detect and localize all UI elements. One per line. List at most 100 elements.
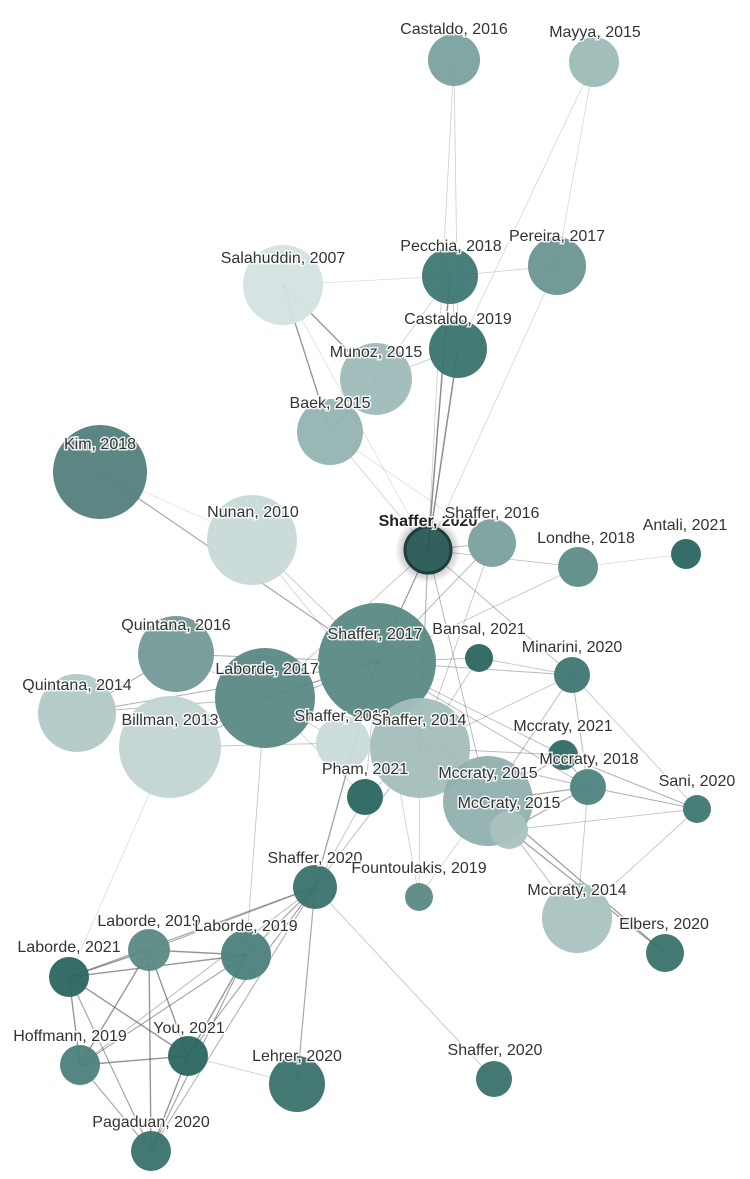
edge-minarini-2020-sani-2020 bbox=[571, 674, 698, 810]
node-label-munoz-2015: Munoz, 2015 bbox=[330, 344, 423, 361]
node-label-mccraty-2014: Mccraty, 2014 bbox=[527, 882, 626, 899]
node-londhe-2018[interactable] bbox=[558, 547, 598, 587]
node-bansal-2021[interactable] bbox=[465, 644, 493, 672]
node-label-shaffer-2013: Shaffer, 2013 bbox=[295, 708, 390, 725]
node-mayya-2015[interactable] bbox=[569, 37, 619, 87]
edge-shaffer-2020-b-pagaduan-2020 bbox=[150, 886, 316, 1152]
edge-mccraty-2015-b-sani-2020 bbox=[508, 808, 698, 831]
node-kim-2018[interactable] bbox=[53, 425, 147, 519]
node-label-nunan-2010: Nunan, 2010 bbox=[207, 504, 299, 521]
edge-castaldo-2016-shaffer-2020-a bbox=[427, 59, 455, 551]
node-shaffer-2016[interactable] bbox=[468, 519, 516, 567]
node-you-2021[interactable] bbox=[168, 1036, 208, 1076]
node-label-laborde-2021: Laborde, 2021 bbox=[17, 939, 120, 956]
node-shaffer-2020-c[interactable] bbox=[476, 1061, 512, 1097]
node-label-mayya-2015: Mayya, 2015 bbox=[549, 24, 641, 41]
node-mccraty-2014[interactable] bbox=[542, 883, 612, 953]
node-quintana-2014[interactable] bbox=[38, 674, 116, 752]
node-lehrer-2020[interactable] bbox=[269, 1056, 325, 1112]
node-label-mccraty-2015-a: Mccraty, 2015 bbox=[438, 765, 537, 782]
edge-minarini-2020-mccraty-2018 bbox=[571, 674, 589, 788]
node-label-pecchia-2018: Pecchia, 2018 bbox=[400, 238, 502, 255]
node-label-mccraty-2015-b: McCraty, 2015 bbox=[458, 795, 561, 812]
edge-mayya-2015-castaldo-2019 bbox=[457, 61, 595, 350]
node-label-kim-2018: Kim, 2018 bbox=[64, 436, 136, 453]
node-label-shaffer-2020-a: Shaffer, 2020 bbox=[379, 513, 478, 530]
node-minarini-2020[interactable] bbox=[554, 657, 590, 693]
edge-laborde-2019-a-pagaduan-2020 bbox=[148, 949, 152, 1152]
node-baek-2015[interactable] bbox=[297, 399, 363, 465]
node-label-fountoulakis-2019: Fountoulakis, 2019 bbox=[351, 860, 486, 877]
edge-laborde-2021-you-2021 bbox=[68, 976, 189, 1057]
node-label-pagaduan-2020: Pagaduan, 2020 bbox=[92, 1114, 210, 1131]
node-label-mccraty-2021: Mccraty, 2021 bbox=[513, 718, 612, 735]
node-nunan-2010[interactable] bbox=[207, 495, 297, 585]
node-laborde-2017[interactable] bbox=[215, 648, 315, 748]
node-mccraty-2018[interactable] bbox=[570, 769, 606, 805]
node-sani-2020[interactable] bbox=[683, 795, 711, 823]
node-label-salahuddin-2007: Salahuddin, 2007 bbox=[221, 250, 346, 267]
node-castaldo-2016[interactable] bbox=[428, 34, 480, 86]
node-label-mccraty-2018: Mccraty, 2018 bbox=[539, 751, 638, 768]
node-salahuddin-2007[interactable] bbox=[243, 245, 323, 325]
edge-castaldo-2016-castaldo-2019 bbox=[453, 59, 459, 350]
node-elbers-2020[interactable] bbox=[646, 934, 684, 972]
node-label-pereira-2017: Pereira, 2017 bbox=[509, 228, 605, 245]
node-shaffer-2020-a[interactable] bbox=[403, 525, 453, 575]
node-laborde-2019-a[interactable] bbox=[128, 929, 170, 971]
node-shaffer-2020-b[interactable] bbox=[293, 865, 337, 909]
edge-mayya-2015-pereira-2017 bbox=[556, 61, 595, 267]
node-label-londhe-2018: Londhe, 2018 bbox=[537, 530, 635, 547]
node-pecchia-2018[interactable] bbox=[422, 248, 478, 304]
node-label-elbers-2020: Elbers, 2020 bbox=[619, 916, 709, 933]
node-pereira-2017[interactable] bbox=[528, 237, 586, 295]
node-castaldo-2019[interactable] bbox=[429, 320, 487, 378]
node-munoz-2015[interactable] bbox=[340, 343, 412, 415]
edge-pecchia-2018-shaffer-2020-a bbox=[427, 275, 451, 551]
node-label-laborde-2019-b: Laborde, 2019 bbox=[194, 918, 297, 935]
node-label-bansal-2021: Bansal, 2021 bbox=[432, 621, 526, 638]
edge-shaffer-2020-b-laborde-2021 bbox=[68, 886, 316, 978]
node-label-lehrer-2020: Lehrer, 2020 bbox=[252, 1048, 342, 1065]
edge-laborde-2019-b-hoffmann-2019 bbox=[79, 954, 247, 1066]
node-label-pham-2021: Pham, 2021 bbox=[322, 761, 408, 778]
edge-laborde-2021-pagaduan-2020 bbox=[68, 976, 152, 1152]
node-laborde-2021[interactable] bbox=[49, 957, 89, 997]
edge-shaffer-2020-b-shaffer-2020-c bbox=[314, 886, 495, 1080]
node-label-you-2021: You, 2021 bbox=[153, 1020, 225, 1037]
label-layer: Castaldo, 2016 Mayya, 2015 Pecchia, 2018 Pe… bbox=[12, 20, 737, 1133]
node-billman-2013[interactable] bbox=[119, 696, 221, 798]
node-pham-2021[interactable] bbox=[347, 779, 383, 815]
node-label-minarini-2020: Minarini, 2020 bbox=[522, 639, 623, 656]
node-label-laborde-2019-a: Laborde, 2019 bbox=[97, 913, 200, 930]
node-shaffer-2013[interactable] bbox=[316, 716, 370, 770]
node-fountoulakis-2019[interactable] bbox=[405, 883, 433, 911]
edge-shaffer-2020-b-lehrer-2020 bbox=[296, 886, 316, 1085]
node-label-quintana-2016: Quintana, 2016 bbox=[121, 617, 231, 634]
node-label-sani-2020: Sani, 2020 bbox=[659, 773, 736, 790]
edge-pereira-2017-shaffer-2020-a bbox=[427, 265, 558, 551]
node-label-shaffer-2020-c: Shaffer, 2020 bbox=[448, 1042, 543, 1059]
node-label-shaffer-2016: Shaffer, 2016 bbox=[445, 505, 540, 522]
node-laborde-2019-b[interactable] bbox=[221, 930, 271, 980]
node-label-antali-2021: Antali, 2021 bbox=[643, 517, 728, 534]
edge-shaffer-2020-b-hoffmann-2019 bbox=[79, 886, 316, 1066]
node-label-shaffer-2014: Shaffer, 2014 bbox=[372, 712, 467, 729]
node-shaffer-2014[interactable] bbox=[370, 698, 470, 798]
node-label-baek-2015: Baek, 2015 bbox=[290, 395, 371, 412]
node-hoffmann-2019[interactable] bbox=[60, 1045, 100, 1085]
node-mccraty-2021[interactable] bbox=[548, 740, 578, 770]
node-layer bbox=[38, 34, 711, 1171]
node-label-castaldo-2019: Castaldo, 2019 bbox=[404, 311, 512, 328]
node-shaffer-2017[interactable] bbox=[318, 603, 436, 721]
node-antali-2021[interactable] bbox=[671, 539, 701, 569]
node-pagaduan-2020[interactable] bbox=[131, 1131, 171, 1171]
node-label-quintana-2014: Quintana, 2014 bbox=[22, 677, 132, 694]
node-mccraty-2015-b[interactable] bbox=[490, 811, 528, 849]
node-label-hoffmann-2019: Hoffmann, 2019 bbox=[13, 1028, 127, 1045]
node-quintana-2016[interactable] bbox=[138, 616, 214, 692]
edge-mccraty-2021-sani-2020 bbox=[562, 754, 698, 810]
node-label-billman-2013: Billman, 2013 bbox=[122, 712, 219, 729]
node-label-shaffer-2020-b: Shaffer, 2020 bbox=[268, 850, 363, 867]
